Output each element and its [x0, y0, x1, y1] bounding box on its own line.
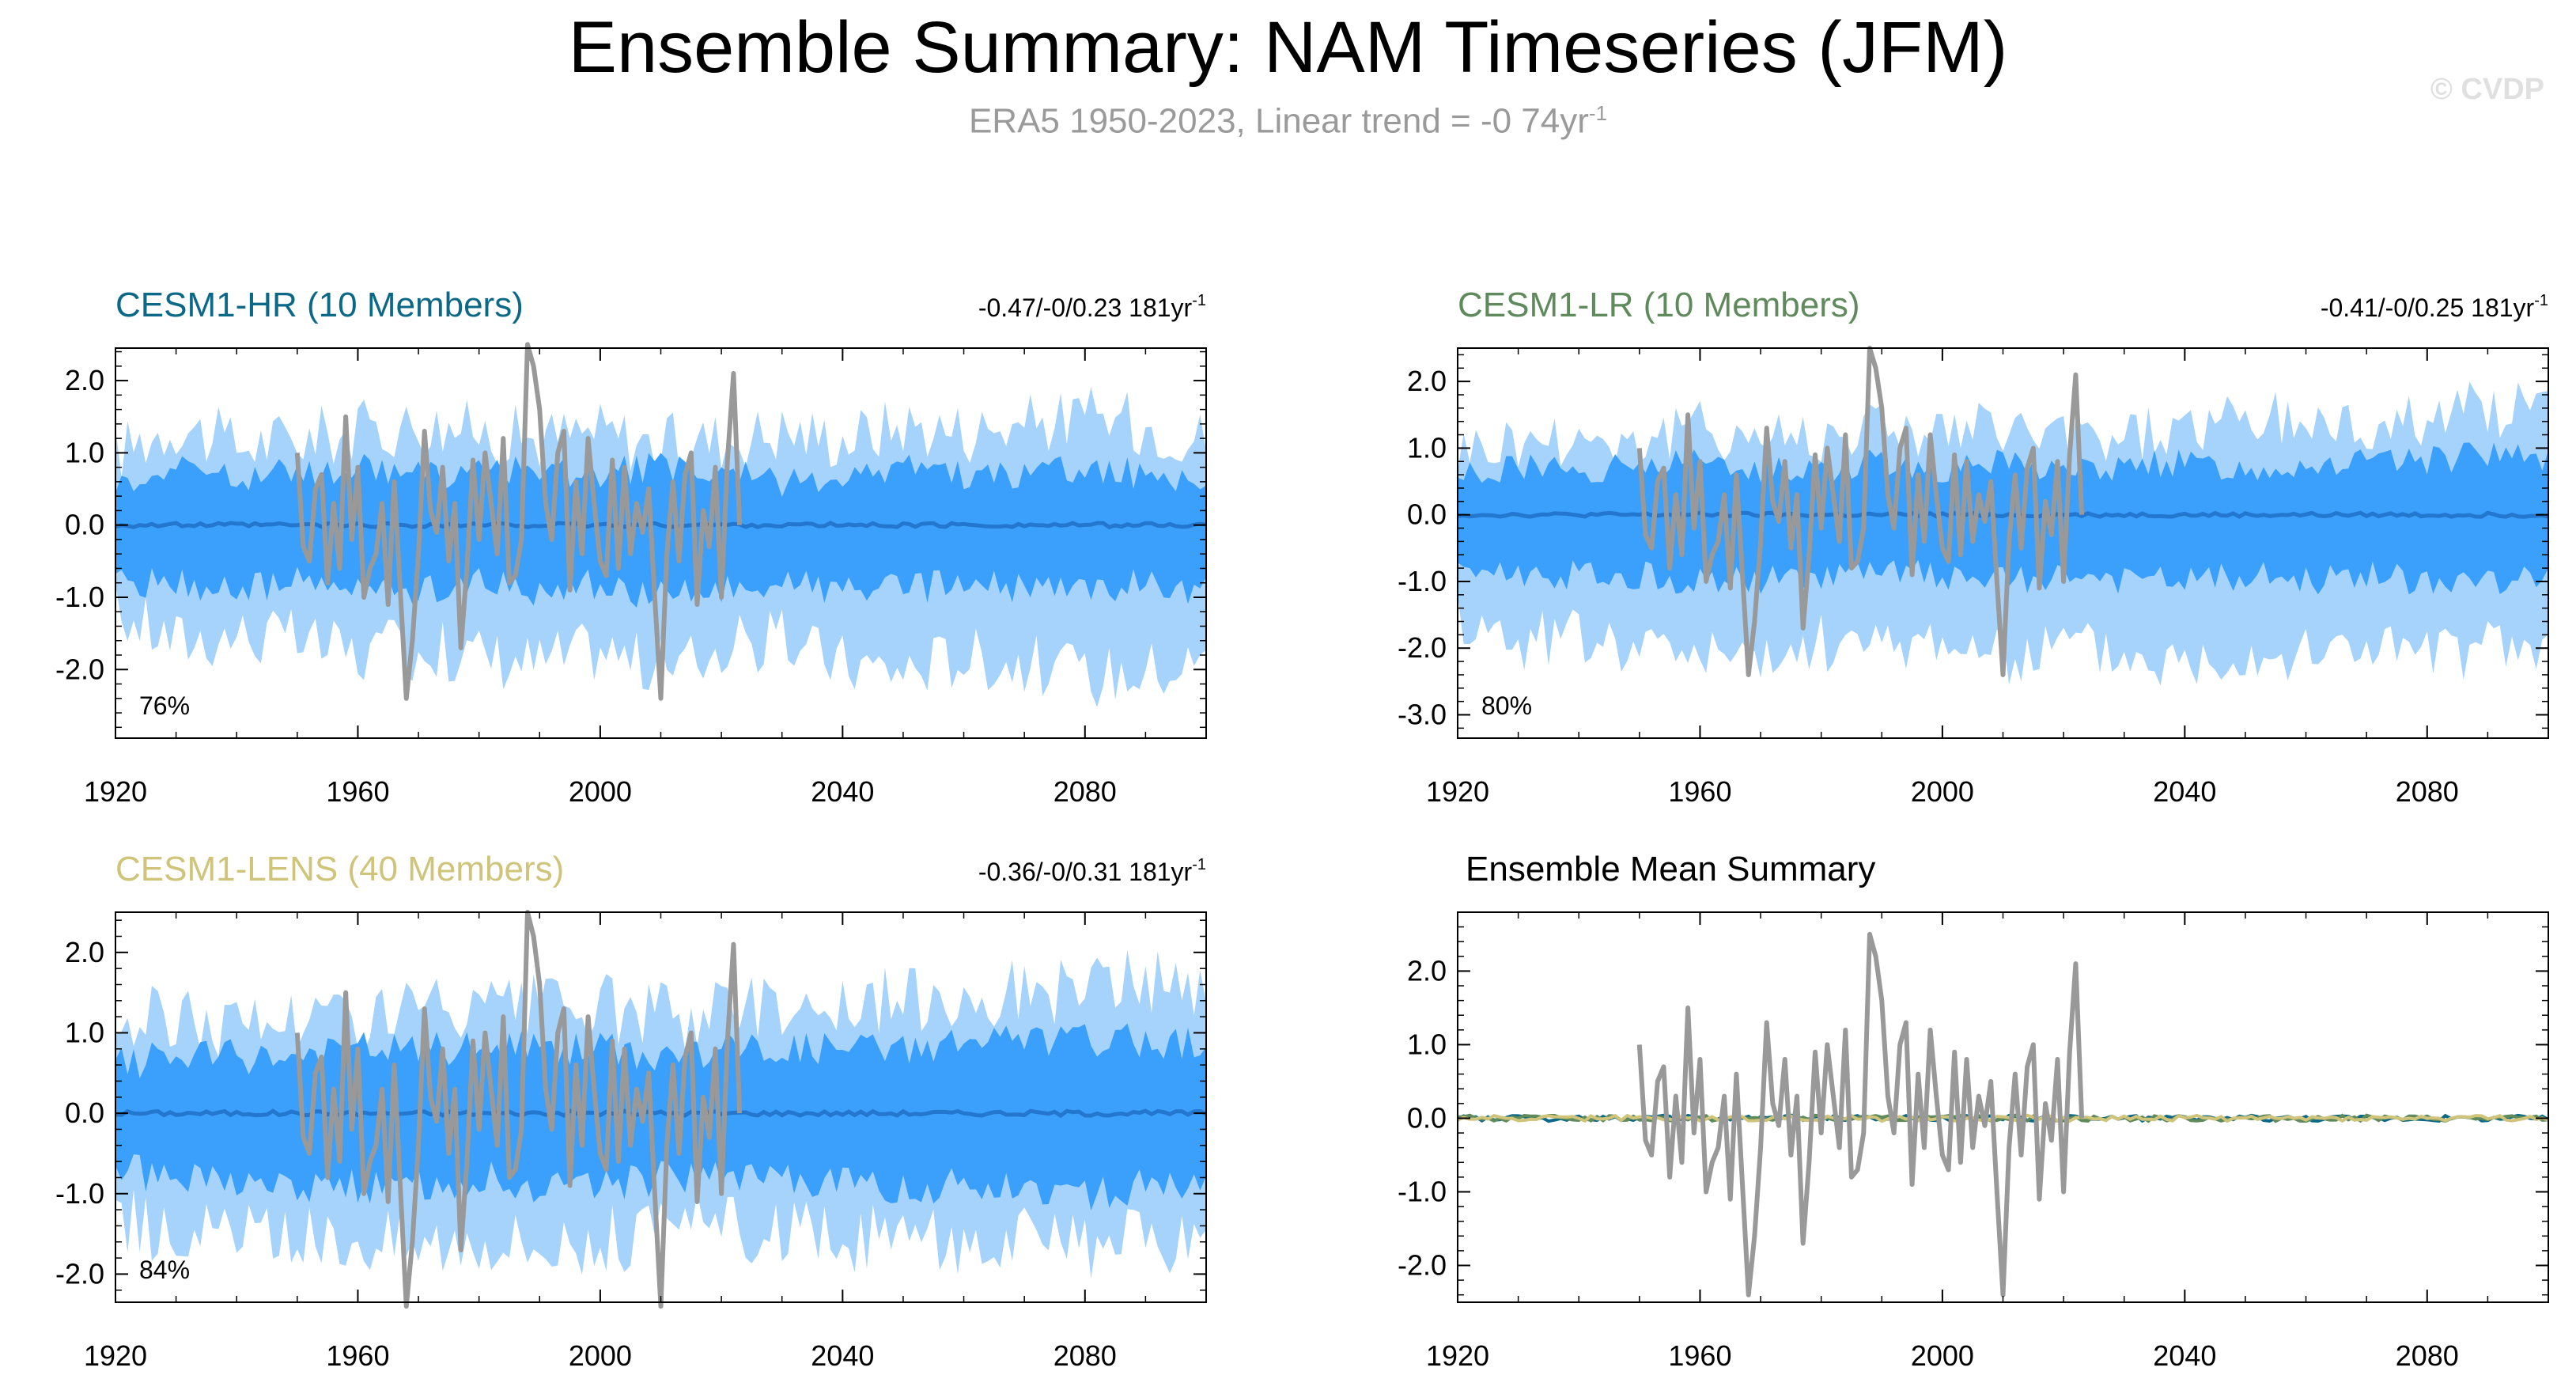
y-tick-label: 0.0: [65, 1097, 104, 1129]
observed-series-line: [294, 910, 743, 1309]
y-tick-label: 1.0: [65, 436, 104, 468]
y-tick-label: 0.0: [65, 509, 104, 541]
x-tick-label: 2000: [1911, 1339, 1974, 1372]
y-tick-label: -2.0: [1398, 631, 1447, 664]
trend-superscript: -1: [1192, 856, 1206, 873]
panel-title: Ensemble Mean Summary: [1466, 850, 1875, 888]
x-tick-label: 2040: [811, 775, 874, 808]
panel-title: CESM1-LENS (40 Members): [115, 850, 564, 888]
x-tick-label: 2040: [811, 1339, 874, 1372]
y-tick-label: -3.0: [1398, 699, 1447, 731]
figure-title: Ensemble Summary: NAM Timeseries (JFM): [568, 7, 2008, 88]
subtitle-superscript: -1: [1588, 101, 1608, 125]
ensemble-mean-line: [115, 1108, 1207, 1119]
y-tick-label: -2.0: [55, 653, 104, 685]
x-tick-label: 2000: [569, 1339, 632, 1372]
ensemble-mean-line: [115, 521, 1207, 530]
trend-superscript: -1: [2534, 292, 2548, 309]
y-tick-label: 2.0: [1407, 954, 1447, 987]
x-tick-label: 1960: [1668, 1339, 1731, 1372]
x-tick-label: 1960: [326, 1339, 389, 1372]
y-tick-label: 1.0: [1407, 431, 1447, 464]
panel-title: CESM1-HR (10 Members): [115, 286, 524, 324]
x-tick-label: 1920: [1426, 775, 1489, 808]
x-tick-label: 2080: [1053, 775, 1117, 808]
y-tick-label: 2.0: [65, 364, 104, 396]
y-tick-label: 1.0: [65, 1016, 104, 1048]
x-tick-label: 2080: [1053, 1339, 1117, 1372]
panel-lr: CESM1-LR (10 Members) -0.41/-0/0.25 181yr…: [1398, 286, 2549, 808]
y-tick-label: 2.0: [1407, 365, 1447, 397]
x-tick-label: 2080: [2396, 775, 2459, 808]
y-tick-label: -1.0: [55, 1177, 104, 1210]
y-tick-label: -1.0: [55, 581, 104, 613]
panel-hr: CESM1-HR (10 Members) -0.47/-0/0.23 181yr…: [55, 286, 1207, 808]
y-tick-label: -1.0: [1398, 565, 1447, 597]
observed-series-line: [1636, 346, 2085, 677]
y-tick-label: 0.0: [1407, 498, 1447, 531]
y-tick-label: -1.0: [1398, 1175, 1447, 1207]
y-tick-label: -2.0: [55, 1257, 104, 1290]
trend-superscript: -1: [1192, 292, 1206, 309]
ensemble-mean-line: [1457, 510, 2549, 519]
x-tick-label: 1920: [1426, 1339, 1489, 1372]
y-tick-label: 2.0: [65, 936, 104, 968]
figure-subtitle: ERA5 1950-2023, Linear trend = -0 74yr-1: [0, 101, 2576, 142]
x-tick-label: 2040: [2153, 775, 2216, 808]
x-tick-label: 1920: [84, 775, 147, 808]
x-tick-label: 2000: [569, 775, 632, 808]
y-tick-label: 0.0: [1407, 1101, 1447, 1134]
x-tick-label: 2080: [2396, 1339, 2459, 1372]
subtitle-text: ERA5 1950-2023, Linear trend = -0 74yr: [968, 101, 1589, 141]
percent-label: 76%: [139, 691, 190, 720]
panel-trend-label: -0.47/-0/0.23 181yr-1: [978, 292, 1206, 322]
x-tick-label: 2000: [1911, 775, 1974, 808]
observed-series-line: [1636, 931, 2085, 1297]
panel-trend-label: -0.36/-0/0.31 181yr-1: [978, 856, 1206, 886]
x-tick-label: 1920: [84, 1339, 147, 1372]
x-tick-label: 1960: [1668, 775, 1731, 808]
x-tick-label: 1960: [326, 775, 389, 808]
percent-label: 84%: [139, 1256, 190, 1284]
panel-lens: CESM1-LENS (40 Members) -0.36/-0/0.31 181…: [55, 850, 1207, 1372]
panel-trend-label: -0.41/-0/0.25 181yr-1: [2321, 292, 2548, 322]
y-tick-label: 1.0: [1407, 1028, 1447, 1060]
y-tick-label: -2.0: [1398, 1248, 1447, 1281]
ensemble-mean-line-lens: [1457, 1113, 2549, 1123]
panel-title: CESM1-LR (10 Members): [1458, 286, 1860, 324]
x-tick-label: 2040: [2153, 1339, 2216, 1372]
percent-label: 80%: [1481, 691, 1532, 720]
observed-series-line: [294, 342, 743, 701]
cvdp-watermark: © CVDP: [2430, 73, 2544, 106]
panel-summary: Ensemble Mean Summary 2.0 1.0 0.0 -1.0 -2.0 19…: [1398, 850, 2549, 1372]
